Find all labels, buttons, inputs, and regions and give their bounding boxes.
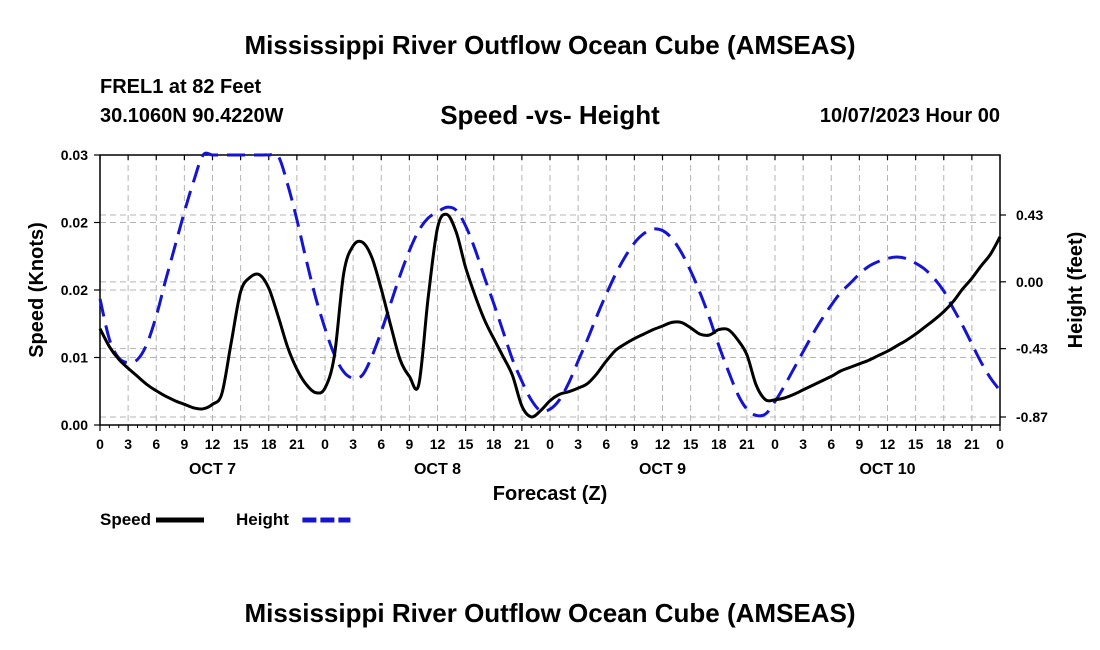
x-tick-label: 12 — [880, 436, 896, 452]
x-tick-label: 15 — [458, 436, 474, 452]
y-tick-label: 0.02 — [61, 215, 88, 231]
x-axis-title: Forecast (Z) — [493, 483, 607, 505]
x-tick-label: 12 — [205, 436, 221, 452]
x-tick-label: 9 — [180, 436, 188, 452]
x-tick-label: 3 — [124, 436, 132, 452]
x-tick-label: 18 — [936, 436, 952, 452]
day-label: OCT 7 — [189, 461, 236, 478]
x-tick-label: 0 — [96, 436, 104, 452]
y-tick-label: 0.02 — [61, 282, 88, 298]
legend-label-speed: Speed — [100, 510, 151, 529]
x-tick-label: 12 — [655, 436, 671, 452]
x-tick-label: 3 — [574, 436, 582, 452]
x-tick-label: 6 — [827, 436, 835, 452]
datetime-label: 10/07/2023 Hour 00 — [819, 105, 1000, 127]
x-tick-label: 21 — [289, 436, 305, 452]
y2-tick-label: 0.00 — [1016, 274, 1043, 290]
x-tick-label: 18 — [261, 436, 277, 452]
y2-tick-label: -0.87 — [1016, 409, 1048, 425]
x-tick-label: 0 — [321, 436, 329, 452]
y2-axis-title: Height (feet) — [1065, 232, 1087, 349]
chart-title: Speed -vs- Height — [440, 100, 660, 130]
speed-height-chart: 0 3 6 9 12 15 18 21 0 3 6 9 12 15 18 21 0 3 6 9 12 15 18 21 0 3 6 9… — [26, 147, 1087, 529]
tick-labels: 0 3 6 9 12 15 18 21 0 3 6 9 12 15 18 21 0 3 6 9 12 15 18 21 0 3 6 9… — [26, 147, 1087, 505]
x-tick-label: 3 — [799, 436, 807, 452]
x-tick-label: 21 — [964, 436, 980, 452]
axes — [94, 154, 1006, 431]
coordinates-label: 30.1060N 90.4220W — [100, 105, 284, 127]
legend-label-height: Height — [236, 510, 289, 529]
x-tick-label: 15 — [683, 436, 699, 452]
series-line-speed — [98, 212, 1002, 419]
day-label: OCT 9 — [639, 461, 686, 478]
x-tick-label: 3 — [349, 436, 357, 452]
x-tick-label: 6 — [602, 436, 610, 452]
grid — [100, 155, 1000, 425]
day-label: OCT 8 — [414, 461, 461, 478]
x-tick-label: 12 — [430, 436, 446, 452]
x-tick-label: 6 — [377, 436, 385, 452]
station-label: FREL1 at 82 Feet — [100, 76, 262, 98]
footer-title: Mississippi River Outflow Ocean Cube (AM… — [244, 598, 856, 628]
x-tick-label: 15 — [233, 436, 249, 452]
x-tick-label: 21 — [514, 436, 530, 452]
x-tick-label: 9 — [855, 436, 863, 452]
x-tick-label: 0 — [771, 436, 779, 452]
legend: Speed Height — [100, 510, 351, 529]
day-label: OCT 10 — [859, 461, 915, 478]
x-tick-label: 0 — [546, 436, 554, 452]
x-tick-label: 18 — [711, 436, 727, 452]
y-tick-label: 0.03 — [61, 147, 88, 163]
main-title: Mississippi River Outflow Ocean Cube (AM… — [244, 30, 856, 60]
y2-tick-label: -0.43 — [1016, 341, 1048, 357]
series — [98, 151, 1002, 419]
x-tick-label: 21 — [739, 436, 755, 452]
x-tick-label: 9 — [405, 436, 413, 452]
x-tick-label: 18 — [486, 436, 502, 452]
y-axis-title: Speed (Knots) — [26, 222, 48, 358]
y-tick-label: 0.00 — [61, 417, 88, 433]
x-tick-label: 0 — [996, 436, 1004, 452]
x-tick-label: 6 — [152, 436, 160, 452]
series-line-height — [98, 151, 1002, 418]
x-tick-label: 9 — [630, 436, 638, 452]
x-tick-label: 15 — [908, 436, 924, 452]
y-tick-label: 0.01 — [61, 350, 88, 366]
y2-tick-label: 0.43 — [1016, 207, 1043, 223]
